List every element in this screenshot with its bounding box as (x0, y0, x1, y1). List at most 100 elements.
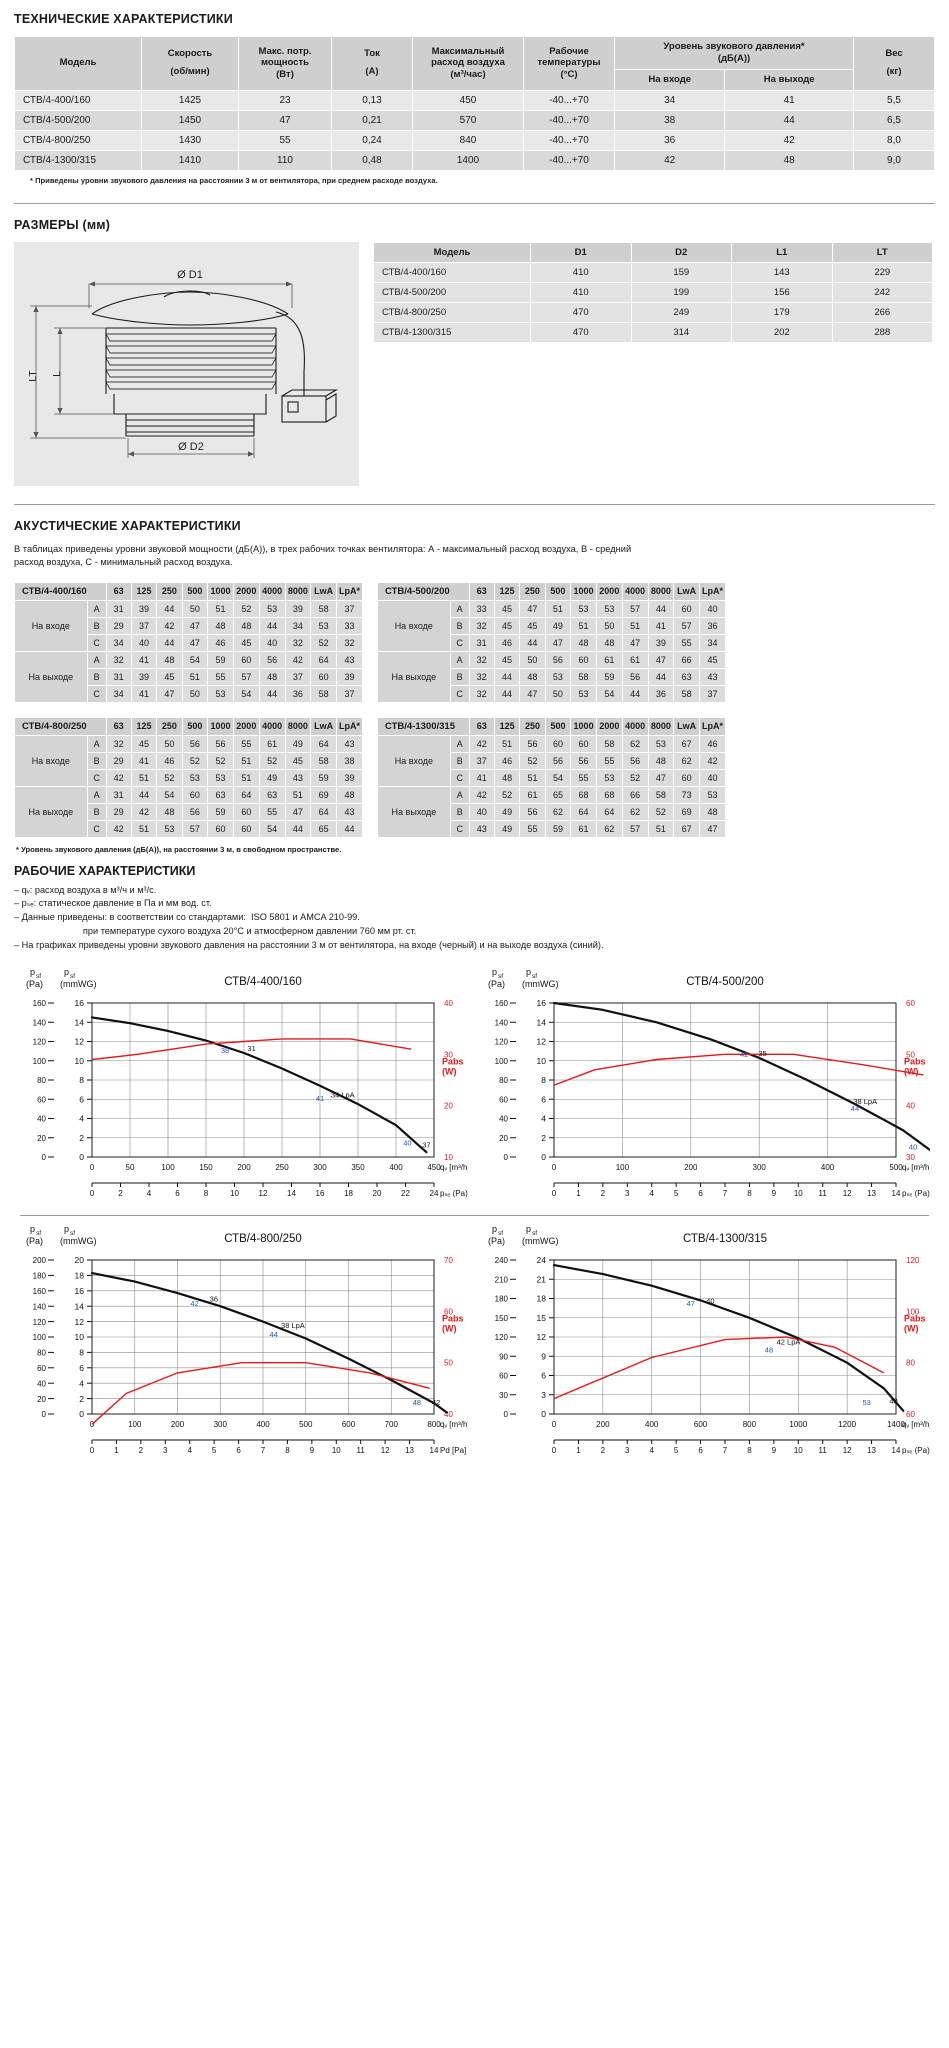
chart-annotation: 44 (270, 1330, 278, 1339)
acoustic-value: 47 (622, 634, 648, 651)
cell-temp: -40...+70 (524, 130, 614, 150)
ytick-mmwg: 8 (79, 1075, 84, 1085)
acoustic-th-125: 125 (131, 717, 157, 735)
xlabel-bottom: pₛₑ (Pa) (902, 1189, 930, 1198)
acoustic-th-250: 250 (157, 582, 182, 600)
acoustic-value: 52 (648, 803, 674, 820)
acoustic-value: 63 (674, 668, 700, 685)
cell-model: СТВ/4-800/250 (15, 130, 141, 150)
cell-speed: 1425 (142, 90, 238, 110)
acoustic-value: 62 (622, 803, 648, 820)
ytick-mmwg: 14 (537, 1017, 547, 1027)
acoustic-value: 33 (337, 617, 362, 634)
acoustic-value: 53 (259, 600, 285, 617)
xtick-top: 450 (427, 1163, 441, 1172)
th-airflow-l1: Максимальный (431, 45, 505, 57)
ytick-mmwg: 16 (537, 998, 547, 1008)
xtick-bottom: 12 (843, 1189, 852, 1198)
xtick-top: 400 (389, 1163, 403, 1172)
ytick-mmwg: 4 (541, 1113, 546, 1123)
acoustic-value: 61 (259, 735, 285, 752)
acoustic-point: C (450, 769, 469, 786)
acoustic-value: 32 (285, 634, 311, 651)
acoustic-value: 40 (469, 803, 494, 820)
ytick-mmwg: 6 (79, 1094, 84, 1104)
divider-2 (14, 503, 935, 505)
table-row: На выходе A 31 44 54 60 63 64 63 51 69 48 (15, 786, 362, 837)
table-row: C 42 51 52 53 53 51 49 43 59 39 (15, 769, 362, 786)
acoustic-value: 41 (469, 769, 494, 786)
cell-dim: 266 (832, 302, 932, 322)
cell-weight: 8,0 (854, 130, 934, 150)
acoustic-table: СТВ/4-500/200 63 125 250 500 1000 2000 4000 8000… (377, 582, 726, 703)
acoustic-point: B (450, 752, 469, 769)
cell-dim: 470 (531, 322, 631, 342)
acoustic-value: 49 (259, 769, 285, 786)
th-current-unit: (А) (365, 66, 379, 78)
acoustic-point: B (87, 803, 106, 820)
acoustic-point: C (450, 820, 469, 837)
ytick-pabs: 30 (906, 1153, 915, 1162)
axis-unit-pa: (Pa) (488, 1236, 505, 1246)
acoustic-value: 41 (131, 752, 157, 769)
acoustic-header-row: СТВ/4-800/250 63 125 250 500 1000 2000 4000 8000… (15, 717, 362, 735)
acoustic-value: 51 (545, 600, 571, 617)
acoustic-value: 56 (545, 752, 571, 769)
acoustic-value: 51 (520, 769, 545, 786)
table-row: На выходе A 32 45 50 56 60 61 61 47 66 45 (378, 651, 725, 702)
plot-border (91, 1258, 435, 1415)
table-row: На входе A 31 39 44 50 51 52 53 39 58 37 (15, 600, 362, 651)
acoustic-th-lpa: LpA* (337, 717, 362, 735)
xtick-bottom: 12 (381, 1446, 390, 1455)
table-row: На входе A 33 45 47 51 53 53 57 44 60 40 (378, 600, 725, 651)
curve-pabs (553, 1053, 924, 1086)
xtick-top: 100 (128, 1420, 142, 1429)
label-l: L (51, 371, 63, 377)
xtick-bottom: 13 (867, 1446, 876, 1455)
acoustic-value: 51 (285, 786, 311, 803)
acoustic-value: 42 (469, 786, 494, 803)
xtick-bottom: 0 (552, 1189, 557, 1198)
cell-temp: -40...+70 (524, 150, 614, 170)
th-power-l2: мощность (261, 57, 309, 69)
ytick-pabs: 50 (906, 1050, 915, 1059)
acoustic-value: 62 (545, 803, 571, 820)
ytick-pa: 20 (37, 1133, 46, 1142)
xtick-bottom: 9 (772, 1446, 777, 1455)
acoustic-value: 56 (622, 668, 648, 685)
acoustic-value: 53 (571, 685, 596, 702)
curve-pabs (91, 1037, 412, 1060)
ytick-pa: 120 (33, 1317, 47, 1326)
xtick-top: 150 (199, 1163, 213, 1172)
acoustic-value: 54 (545, 769, 571, 786)
dimensions-table: Модель D1 D2 L1 LT СТВ/4-400/160 410 159 143 229… (373, 242, 933, 343)
acoustic-value: 56 (259, 651, 285, 668)
acoustic-value: 39 (131, 668, 157, 685)
th-model: Модель (15, 37, 141, 90)
acoustic-value: 45 (285, 752, 311, 769)
table-row: B 31 39 45 51 55 57 48 37 60 39 (15, 668, 362, 685)
ytick-mmwg: 2 (79, 1393, 84, 1403)
xtick-top: 0 (90, 1163, 95, 1172)
acoustic-th-lwa: LwA (311, 582, 337, 600)
curve-pabs (91, 1361, 430, 1425)
xtick-bottom: 11 (819, 1189, 828, 1198)
acoustic-value: 37 (700, 685, 725, 702)
acoustic-model-header: СТВ/4-1300/315 (378, 717, 469, 735)
acoustic-value: 56 (208, 735, 233, 752)
dim-th-модель: Модель (374, 242, 530, 262)
chart-title: СТВ/4-800/250 (224, 1233, 302, 1245)
chart-annotation: 31 (247, 1044, 255, 1053)
acoustic-value: 47 (157, 685, 182, 702)
acoustic-value: 39 (648, 634, 674, 651)
curve-psf (90, 1015, 428, 1153)
axis-unit-pa: (Pa) (26, 979, 43, 989)
acoustic-side-outlet: На выходе (15, 786, 87, 837)
xtick-top: 400 (645, 1420, 659, 1429)
acoustic-value: 43 (285, 769, 311, 786)
pabs-unit: (W) (442, 1323, 457, 1333)
acoustic-value: 52 (208, 752, 233, 769)
acoustic-value: 47 (182, 634, 208, 651)
curve-psf (552, 1263, 905, 1412)
acoustic-value: 42 (285, 651, 311, 668)
